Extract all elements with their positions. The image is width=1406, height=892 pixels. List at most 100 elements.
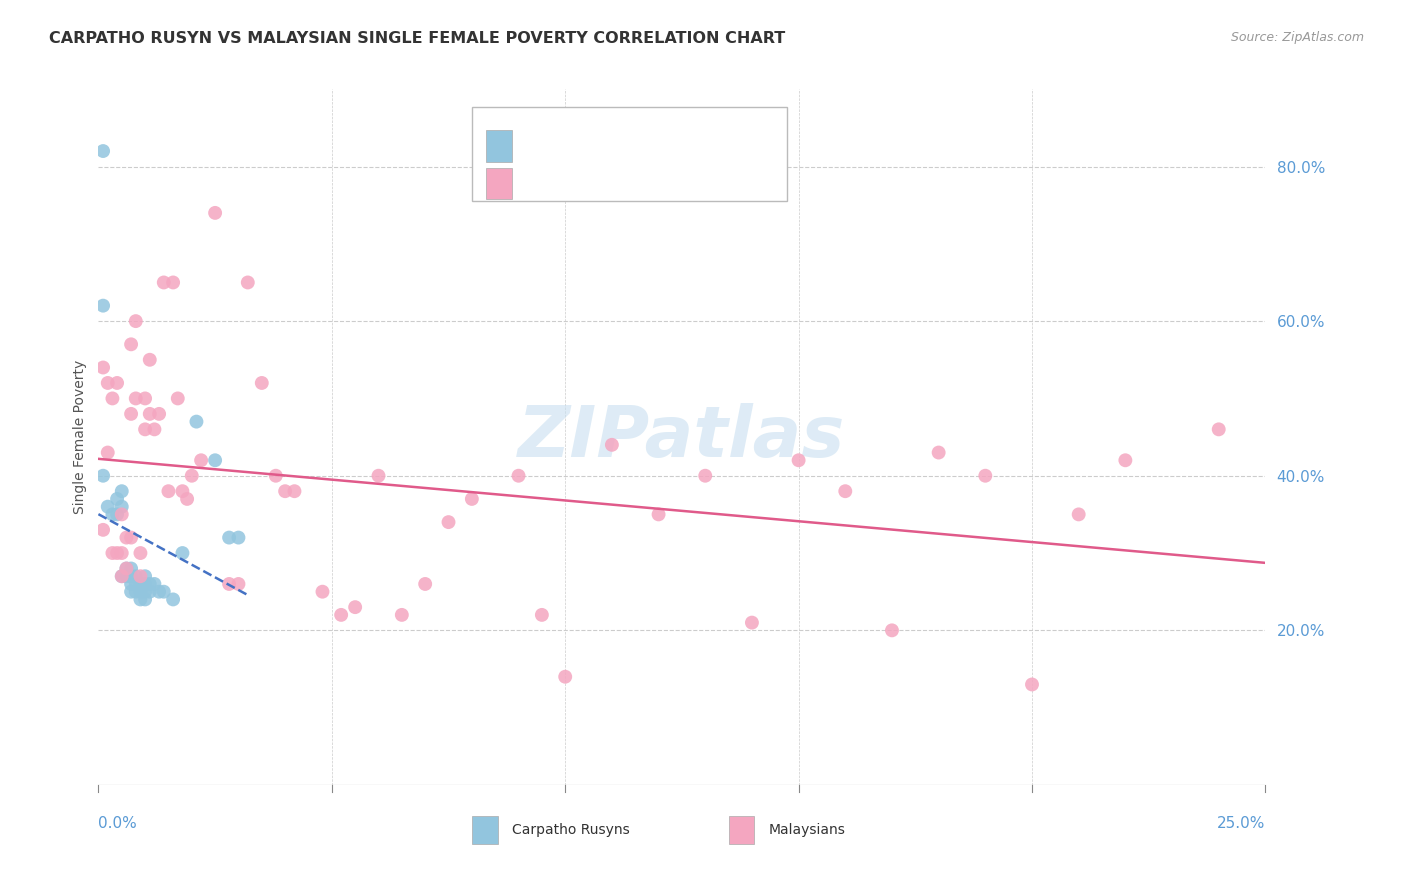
Point [1021, 677, 1043, 691]
Point [180, 468, 202, 483]
Text: CARPATHO RUSYN VS MALAYSIAN SINGLE FEMALE POVERTY CORRELATION CHART: CARPATHO RUSYN VS MALAYSIAN SINGLE FEMAL… [49, 31, 786, 46]
Point [105, 546, 128, 560]
Point [176, 491, 198, 506]
Point [134, 577, 156, 591]
Text: R = 0.076: R = 0.076 [520, 135, 595, 150]
Point [120, 531, 142, 545]
Point [111, 500, 134, 514]
Point [1208, 422, 1230, 436]
Point [228, 577, 250, 591]
Point [105, 491, 128, 506]
Point [437, 515, 460, 529]
Point [695, 468, 717, 483]
Point [880, 624, 903, 638]
Point [115, 561, 138, 575]
Point [530, 607, 553, 622]
Text: 0.0%: 0.0% [98, 816, 138, 831]
Point [148, 407, 170, 421]
Point [97, 376, 120, 390]
Point [190, 453, 212, 467]
Bar [486, 168, 512, 199]
Point [274, 484, 297, 499]
FancyBboxPatch shape [472, 106, 787, 201]
Point [115, 569, 138, 583]
Point [91, 468, 114, 483]
Bar [472, 816, 498, 844]
Point [111, 569, 134, 583]
Point [97, 500, 120, 514]
Point [91, 299, 114, 313]
Point [1067, 508, 1090, 522]
Point [134, 422, 156, 436]
Bar [728, 816, 754, 844]
Point [111, 546, 134, 560]
Point [283, 484, 305, 499]
Point [120, 337, 142, 351]
Point [508, 468, 530, 483]
Point [218, 577, 240, 591]
Point [218, 531, 240, 545]
Point [228, 531, 250, 545]
Point [125, 577, 148, 591]
Point [928, 445, 950, 459]
Point [129, 569, 152, 583]
Point [461, 491, 484, 506]
Point [139, 577, 162, 591]
Point [162, 592, 184, 607]
Point [157, 484, 180, 499]
Point [120, 584, 142, 599]
Point [111, 569, 134, 583]
Point [134, 592, 156, 607]
Point [111, 508, 134, 522]
Point [554, 670, 576, 684]
Point [172, 546, 194, 560]
Text: R = 0.254: R = 0.254 [520, 172, 595, 187]
Bar [486, 130, 512, 161]
Point [120, 569, 142, 583]
Point [129, 592, 152, 607]
Point [115, 561, 138, 575]
Point [152, 584, 174, 599]
Point [139, 352, 162, 367]
Point [101, 392, 124, 406]
Point [134, 569, 156, 583]
Point [344, 600, 367, 615]
Point [120, 561, 142, 575]
Point [236, 276, 259, 290]
Point [204, 206, 226, 220]
Point [139, 407, 162, 421]
Text: Source: ZipAtlas.com: Source: ZipAtlas.com [1230, 31, 1364, 45]
Point [120, 577, 142, 591]
Point [974, 468, 997, 483]
Point [367, 468, 389, 483]
Point [186, 415, 208, 429]
Point [143, 422, 166, 436]
Point [97, 445, 120, 459]
Point [111, 484, 134, 499]
Point [101, 546, 124, 560]
Point [148, 584, 170, 599]
Point [129, 577, 152, 591]
Point [250, 376, 273, 390]
Point [105, 376, 128, 390]
Point [101, 508, 124, 522]
Point [129, 584, 152, 599]
Point [91, 523, 114, 537]
Point [139, 584, 162, 599]
Point [152, 276, 174, 290]
Text: 25.0%: 25.0% [1218, 816, 1265, 831]
Point [125, 569, 148, 583]
Point [105, 508, 128, 522]
Point [172, 484, 194, 499]
Point [391, 607, 413, 622]
Point [125, 314, 148, 328]
Point [134, 392, 156, 406]
Text: N = 66: N = 66 [645, 172, 696, 187]
Point [311, 584, 333, 599]
Point [162, 276, 184, 290]
Text: Malaysians: Malaysians [768, 823, 845, 838]
Point [413, 577, 436, 591]
Text: N = 37: N = 37 [645, 135, 696, 150]
Point [134, 584, 156, 599]
Point [1114, 453, 1136, 467]
